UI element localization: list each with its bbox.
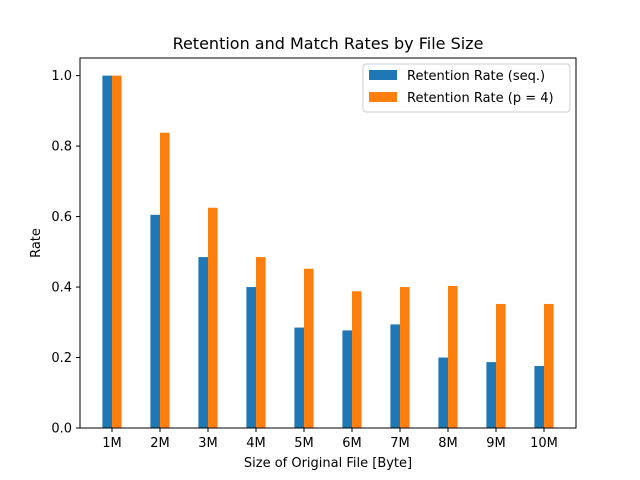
bar-seq-4M bbox=[246, 287, 256, 428]
bar-p4-2M bbox=[160, 132, 170, 428]
legend-box bbox=[362, 63, 571, 113]
y-tick-label: 1.0 bbox=[51, 69, 72, 84]
chart-title: Retention and Match Rates by File Size bbox=[173, 34, 484, 53]
bar-p4-1M bbox=[112, 75, 122, 428]
legend-swatch-seq bbox=[369, 70, 397, 80]
y-axis-label: Rate bbox=[29, 228, 44, 258]
y-tick-label: 0.8 bbox=[51, 140, 72, 155]
x-axis-label: Size of Original File [Byte] bbox=[244, 456, 412, 471]
bar-seq-7M bbox=[390, 324, 400, 428]
x-tick-label: 7M bbox=[390, 436, 410, 451]
bar-seq-6M bbox=[342, 330, 352, 428]
bar-seq-3M bbox=[198, 257, 208, 428]
y-axis-ticks: 0.0 0.2 0.4 0.6 0.8 1.0 bbox=[51, 69, 80, 437]
x-tick-label: 4M bbox=[246, 436, 266, 451]
bar-p4-7M bbox=[400, 287, 410, 428]
bar-seq-5M bbox=[294, 327, 304, 428]
x-tick-label: 9M bbox=[486, 436, 506, 451]
x-tick-label: 1M bbox=[102, 436, 122, 451]
bar-p4-10M bbox=[544, 303, 554, 428]
bar-seq-1M bbox=[102, 75, 112, 428]
x-tick-label: 10M bbox=[530, 436, 558, 451]
bar-p4-6M bbox=[352, 291, 362, 428]
legend-swatch-p4 bbox=[369, 92, 397, 102]
plot-frame bbox=[79, 57, 577, 429]
y-tick-label: 0.4 bbox=[51, 281, 72, 296]
legend-label-p4: Retention Rate (p = 4) bbox=[407, 91, 554, 106]
bar-p4-4M bbox=[256, 257, 266, 428]
bar-p4-5M bbox=[304, 268, 314, 428]
y-tick-label: 0.2 bbox=[51, 351, 72, 366]
x-tick-label: 3M bbox=[198, 436, 218, 451]
bar-p4-3M bbox=[208, 207, 218, 428]
bar-p4-8M bbox=[448, 285, 458, 428]
bar-p4-9M bbox=[496, 303, 506, 428]
bars-group bbox=[102, 75, 554, 428]
legend-label-seq: Retention Rate (seq.) bbox=[407, 69, 545, 84]
x-axis-ticks: 1M 2M 3M 4M 5M 6M 7M 8M 9M 10M bbox=[102, 428, 558, 451]
bar-seq-2M bbox=[150, 214, 160, 428]
y-tick-label: 0.0 bbox=[51, 422, 72, 437]
bar-seq-10M bbox=[534, 365, 544, 428]
legend: Retention Rate (seq.) Retention Rate (p … bbox=[362, 63, 571, 113]
x-tick-label: 2M bbox=[150, 436, 170, 451]
bar-seq-8M bbox=[438, 357, 448, 428]
y-tick-label: 0.6 bbox=[51, 210, 72, 225]
x-tick-label: 6M bbox=[342, 436, 362, 451]
x-tick-label: 5M bbox=[294, 436, 314, 451]
bar-seq-9M bbox=[486, 362, 496, 428]
x-tick-label: 8M bbox=[438, 436, 458, 451]
